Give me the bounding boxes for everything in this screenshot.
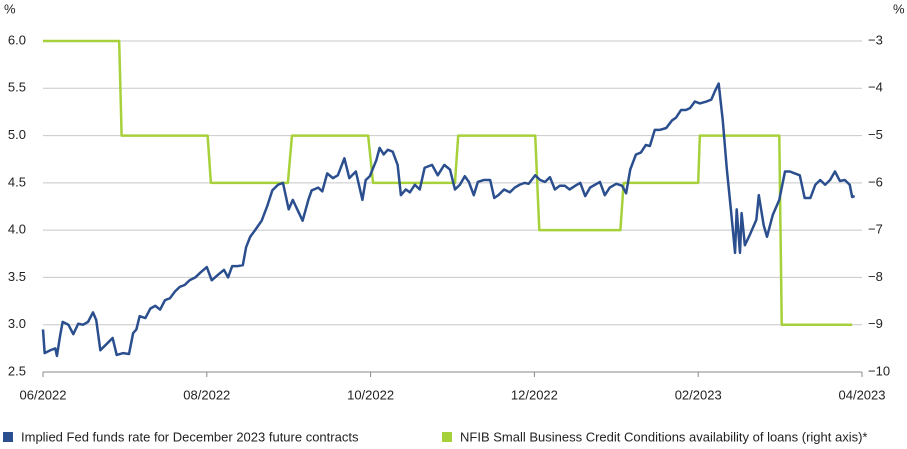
x-tick-label: 08/2022 bbox=[183, 387, 230, 402]
x-tick-label: 04/2023 bbox=[839, 387, 886, 402]
y-axis-unit: % bbox=[4, 1, 16, 16]
data-line bbox=[41, 82, 856, 358]
y2-tick-label: −6 bbox=[868, 174, 883, 189]
y-tick-label: 3.5 bbox=[8, 269, 26, 284]
y-tick-label: 4.5 bbox=[8, 174, 26, 189]
y2-tick-label: −8 bbox=[868, 269, 883, 284]
y2-tick-label: −9 bbox=[868, 316, 883, 331]
legend-swatch bbox=[3, 432, 13, 442]
y-tick-label: 6.0 bbox=[8, 32, 26, 47]
y2-tick-label: −3 bbox=[868, 32, 883, 47]
y-tick-label: 2.5 bbox=[8, 363, 26, 378]
y-tick-label: 3.0 bbox=[8, 316, 26, 331]
y-tick-label: 5.5 bbox=[8, 80, 26, 95]
y-tick-label: 5.0 bbox=[8, 127, 26, 142]
x-tick-label: 02/2023 bbox=[675, 387, 722, 402]
legend-label: NFIB Small Business Credit Conditions av… bbox=[460, 429, 868, 444]
y2-axis-unit: % bbox=[893, 1, 905, 16]
data-line bbox=[43, 39, 853, 326]
y-tick-label: 4.0 bbox=[8, 222, 26, 237]
y2-tick-label: −10 bbox=[868, 363, 890, 378]
x-tick-label: 06/2022 bbox=[20, 387, 67, 402]
y2-tick-label: −7 bbox=[868, 222, 883, 237]
x-tick-label: 12/2022 bbox=[511, 387, 558, 402]
legend-swatch bbox=[442, 432, 452, 442]
y2-tick-label: −5 bbox=[868, 127, 883, 142]
y2-tick-label: −4 bbox=[868, 80, 883, 95]
legend-label: Implied Fed funds rate for December 2023… bbox=[21, 429, 359, 444]
x-tick-label: 10/2022 bbox=[347, 387, 394, 402]
